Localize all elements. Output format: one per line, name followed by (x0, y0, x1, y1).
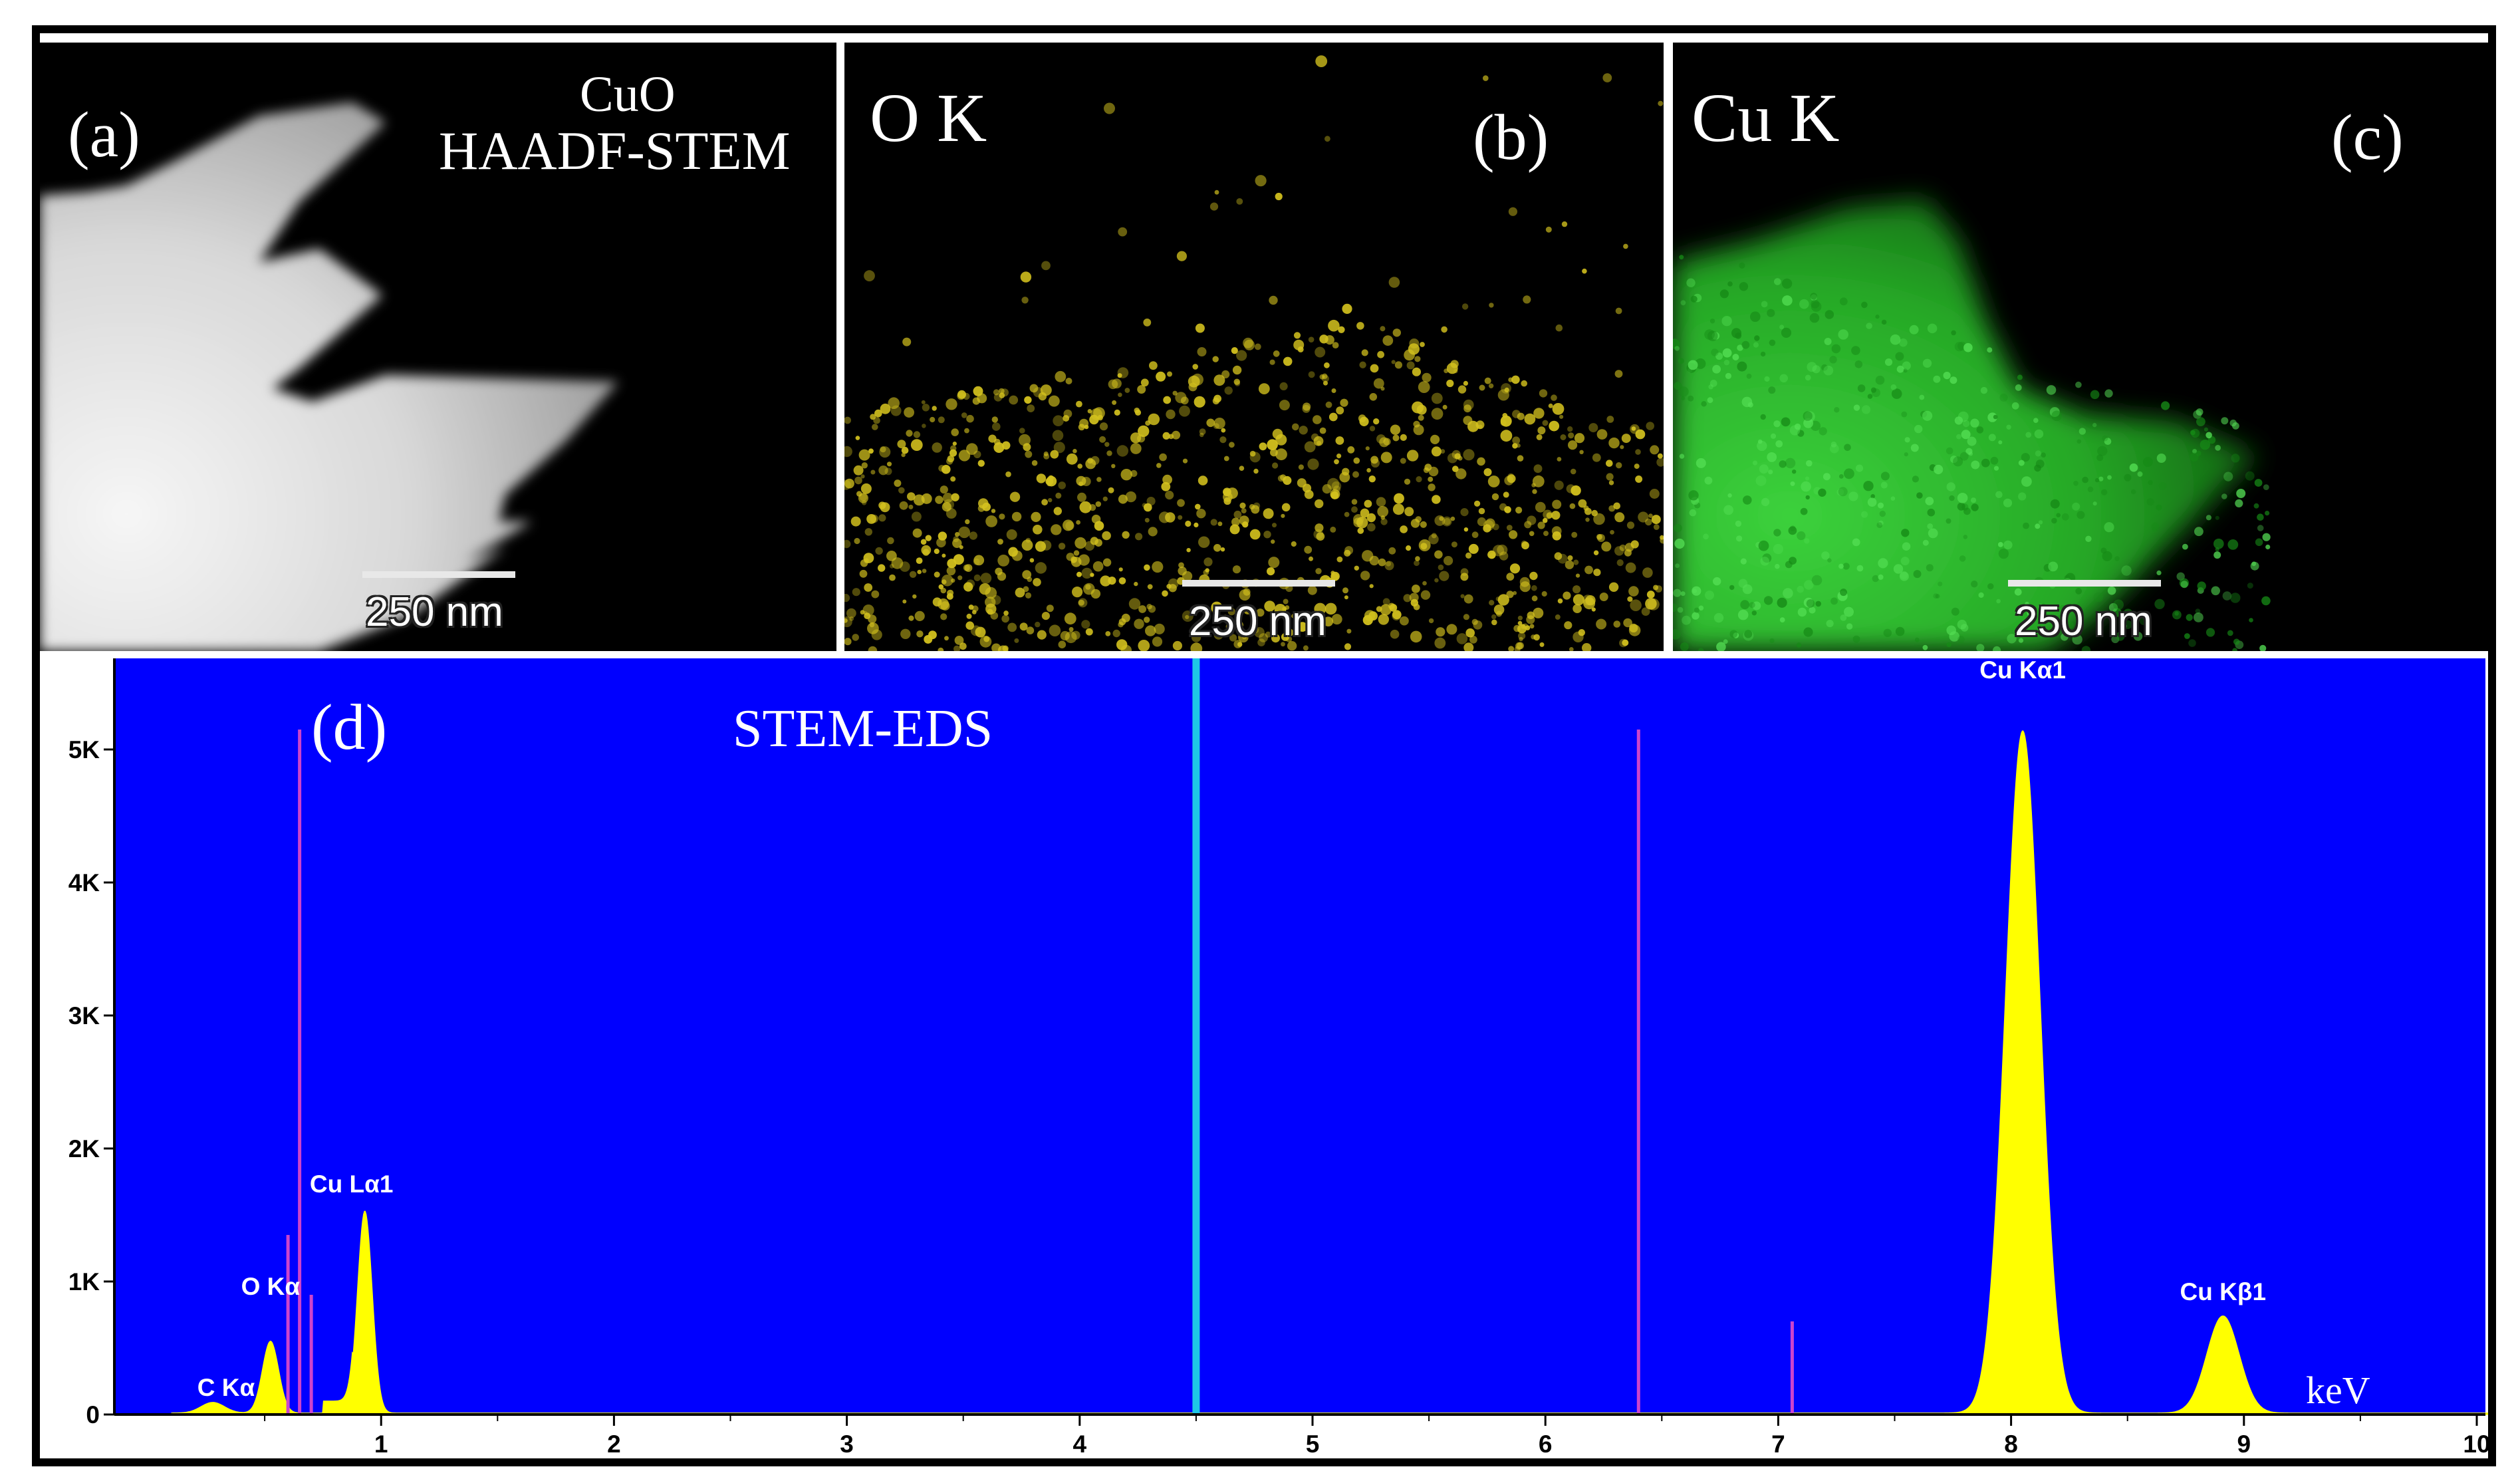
peak-label: Cu Lα1 (310, 1170, 394, 1198)
copper-signal (1673, 255, 2271, 651)
haadf-micrograph (40, 43, 836, 651)
panel-b-o-k-map: O K (b) 250 nm (844, 43, 1664, 651)
panel-d-eds-spectrum: C Kα O Kα Cu Lα1 Cu Kα1 Cu Kβ1 (d) STEM-EDS … (40, 654, 2488, 1458)
panel-c-element: Cu K (1692, 80, 1840, 156)
y-tick-label: 4K (68, 869, 100, 896)
panel-c-cu-k-map: Cu K (c) 250 nm (1673, 43, 2488, 651)
x-tick-label: 10 (2463, 1430, 2488, 1458)
panel-b-element: O K (870, 80, 987, 156)
figure-frame: (a) CuO HAADF-STEM 250 nm O K (b) 250 nm (32, 25, 2496, 1466)
oxygen-map (844, 43, 1664, 651)
panel-b-tag: (b) (1473, 102, 1549, 174)
panel-b-scale-bar (1182, 580, 1335, 587)
peak-label: Cu Kα1 (1979, 656, 2066, 684)
x-tick-label: 5 (1306, 1430, 1320, 1458)
x-tick-label: 2 (607, 1430, 621, 1458)
panel-a-scale-label: 250 nm (366, 589, 503, 635)
x-tick-label: 9 (2237, 1430, 2251, 1458)
panel-b-scale-label: 250 nm (1189, 599, 1326, 644)
panel-a-mode: HAADF-STEM (439, 120, 791, 181)
y-tick-label: 0 (86, 1401, 100, 1428)
x-tick-label: 6 (1539, 1430, 1553, 1458)
x-tick-label: 7 (1771, 1430, 1785, 1458)
peak-label: C Kα (197, 1374, 255, 1401)
oxygen-signal (844, 55, 1664, 651)
x-tick-label: 8 (2004, 1430, 2018, 1458)
spectrum-title: STEM-EDS (733, 700, 993, 758)
panel-a-tag: (a) (68, 99, 140, 171)
panel-c-tag: (c) (2331, 102, 2404, 174)
peak-label: O Kα (241, 1273, 301, 1300)
panel-a-material: CuO (580, 67, 676, 122)
energy-unit-label: keV (2306, 1369, 2370, 1412)
x-tick-label: 4 (1073, 1430, 1087, 1458)
y-tick-label: 1K (68, 1268, 100, 1295)
panel-a-scale-bar (362, 571, 515, 578)
spectrum-area (171, 730, 2488, 1415)
copper-map (1673, 43, 2488, 651)
panel-c-scale-label: 250 nm (2015, 599, 2152, 644)
panel-d-tag: (d) (311, 692, 387, 763)
y-tick-label: 3K (68, 1002, 100, 1029)
panel-c-scale-bar (2008, 580, 2161, 587)
y-tick-label: 5K (68, 736, 100, 763)
plot-background (114, 658, 2485, 1414)
x-tick-label: 1 (374, 1430, 388, 1458)
panel-a-haadf-stem: (a) CuO HAADF-STEM 250 nm (40, 43, 836, 651)
peak-label: Cu Kβ1 (2180, 1278, 2266, 1305)
x-tick-label: 3 (840, 1430, 854, 1458)
y-tick-label: 2K (68, 1135, 100, 1162)
